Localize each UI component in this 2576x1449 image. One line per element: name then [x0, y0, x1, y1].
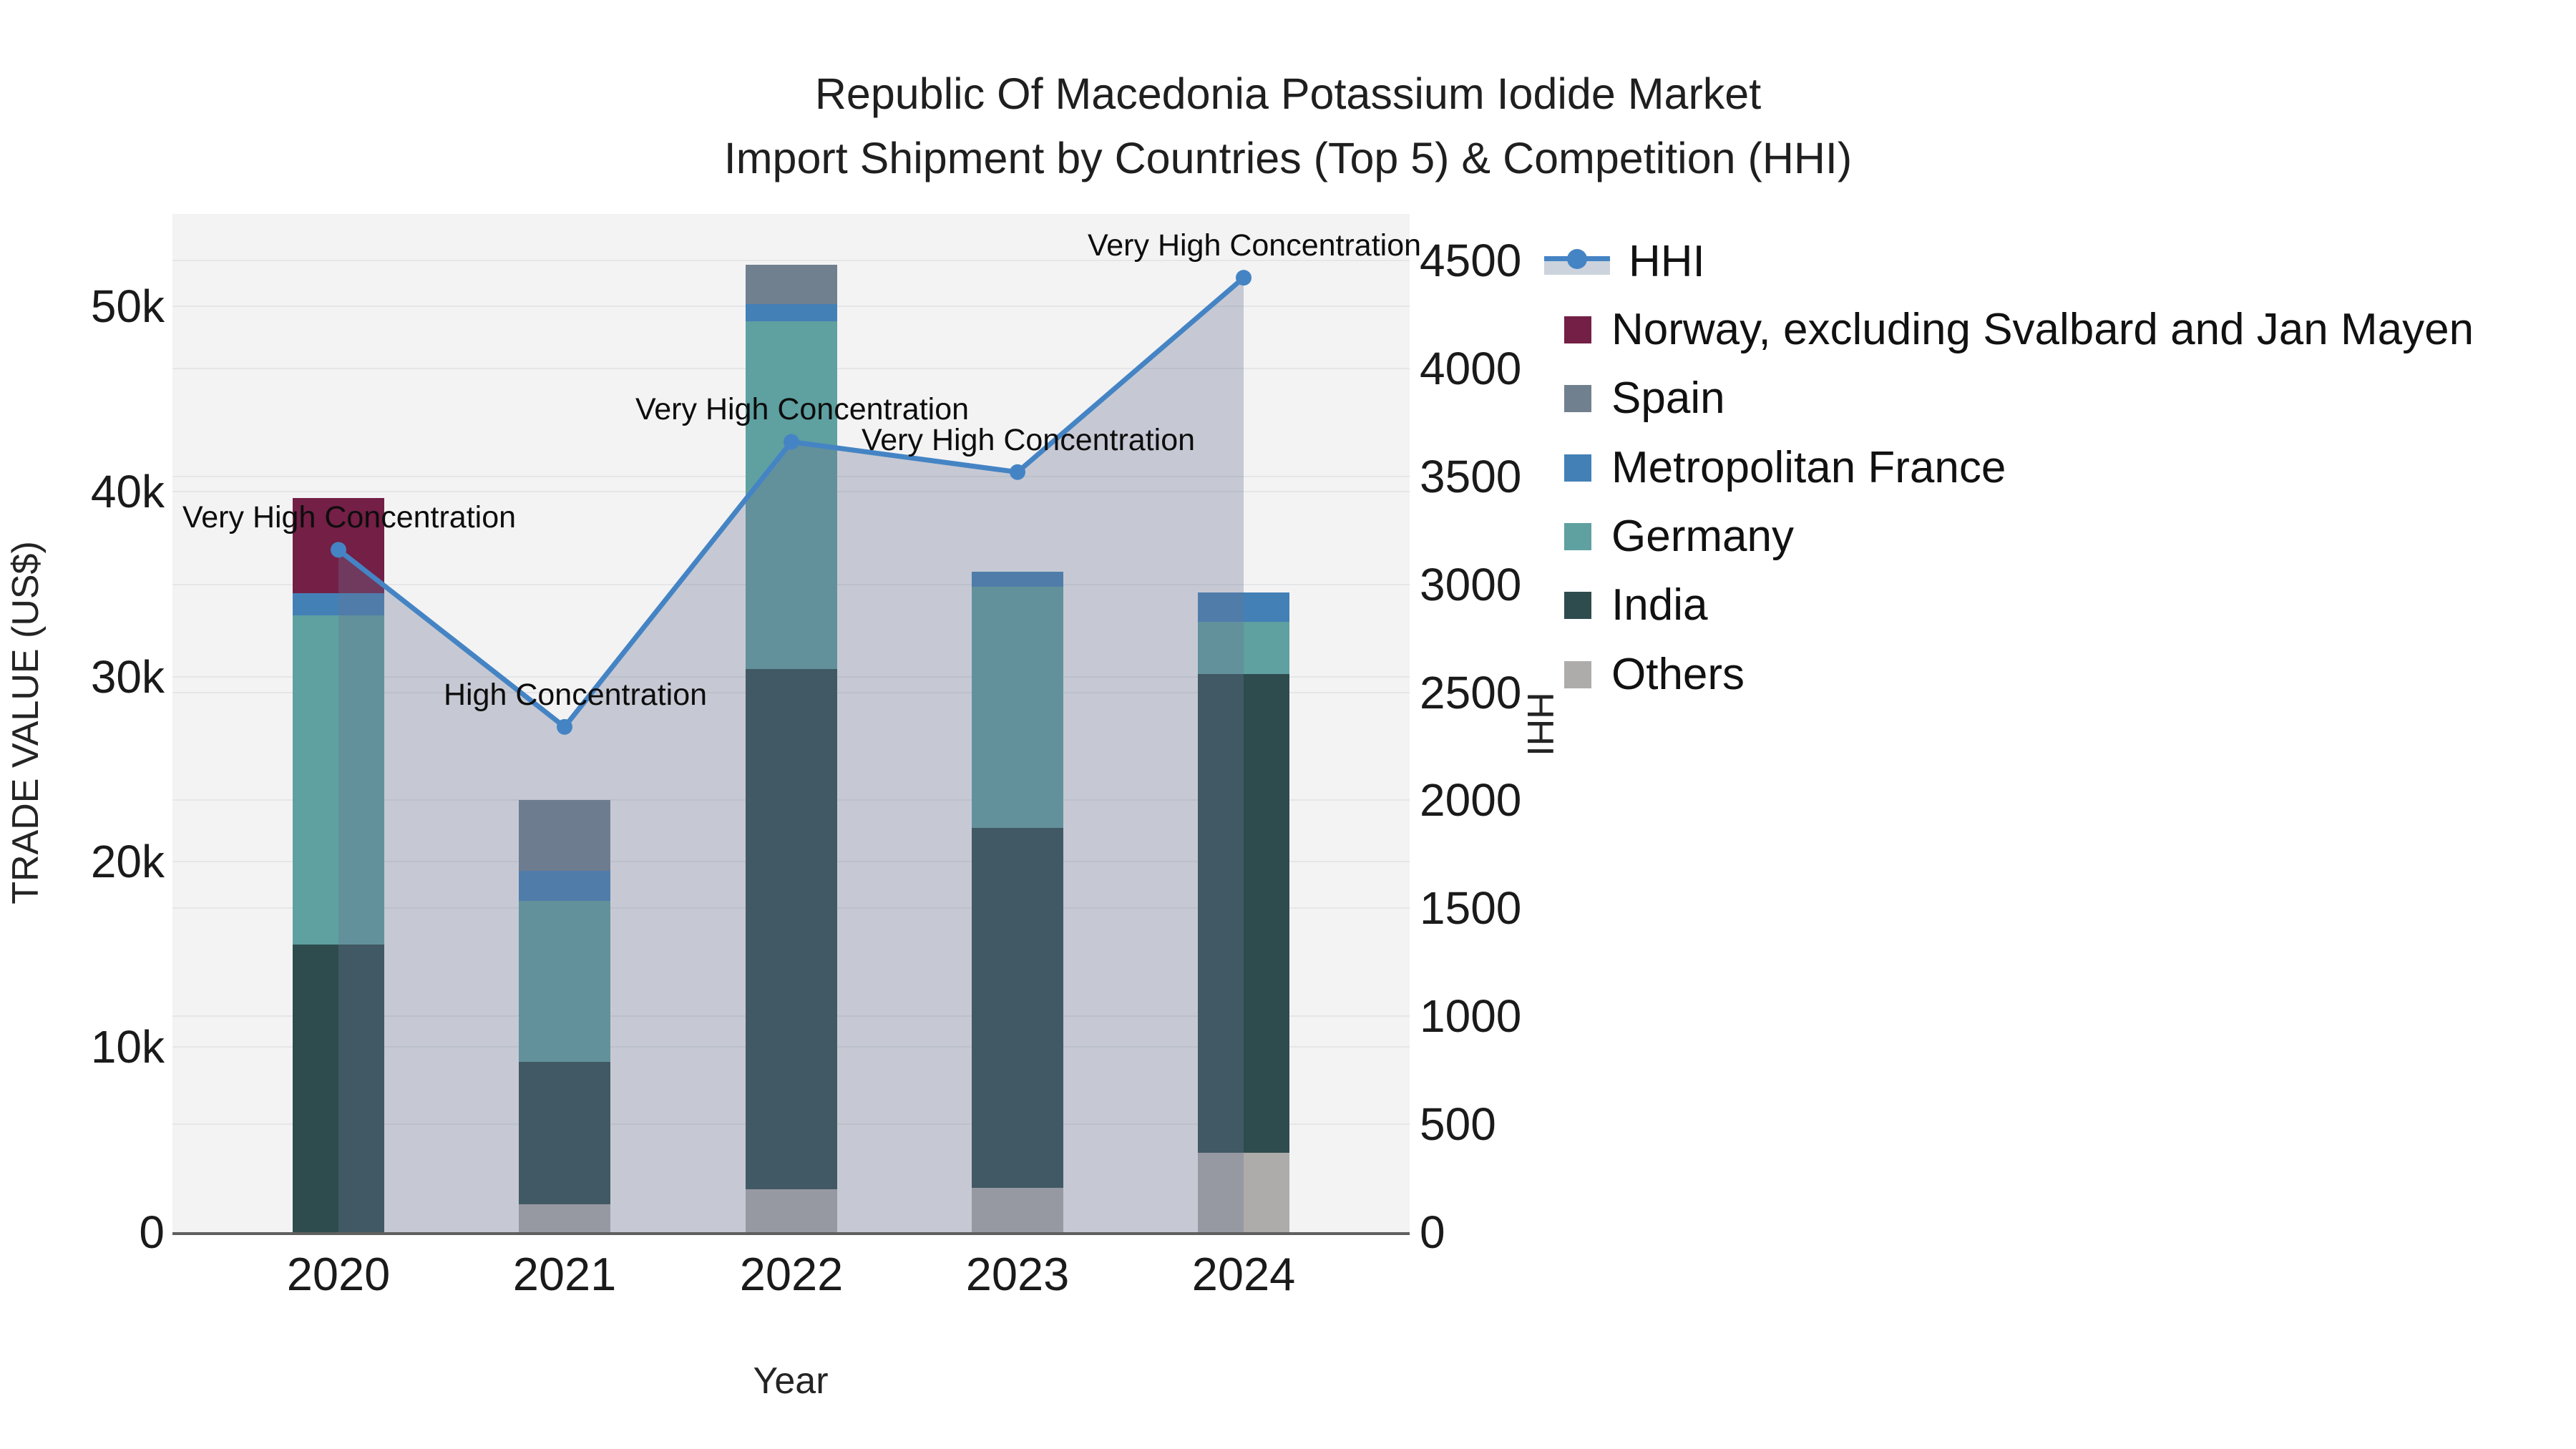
bar-segment-2020-india[interactable]	[293, 944, 384, 1232]
legend-label: Norway, excluding Svalbard and Jan Mayen	[1611, 305, 2474, 354]
y-left-tick-20k: 20k	[90, 836, 165, 888]
legend-item-india[interactable]: India	[1544, 580, 1708, 630]
legend-item-germany[interactable]: Germany	[1544, 512, 1794, 561]
y-left-tick-40k: 40k	[90, 465, 165, 517]
bar-segment-2022-others[interactable]	[746, 1189, 837, 1232]
legend-swatch-icon	[1564, 316, 1591, 343]
x-tick-2021: 2021	[512, 1248, 617, 1300]
legend-label: Spain	[1611, 374, 1725, 423]
bar-segment-2021-others[interactable]	[519, 1204, 610, 1232]
y-left-axis-title: TRADE VALUE (US$)	[5, 541, 47, 904]
hhi-area-fill	[338, 278, 1244, 1232]
legend-label: India	[1611, 580, 1708, 630]
bar-segment-2021-spain[interactable]	[519, 799, 610, 872]
y-right-tick-2500: 2500	[1420, 666, 1522, 718]
y-right-tick-1000: 1000	[1420, 990, 1522, 1043]
annotation-2021: High Concentration	[443, 677, 708, 712]
legend-item-hhi[interactable]: HHI	[1544, 237, 1705, 286]
hhi-marker-2024[interactable]	[1236, 270, 1252, 286]
bar-segment-2024-india[interactable]	[1198, 673, 1289, 1153]
bar-segment-2020-germany[interactable]	[293, 615, 384, 945]
y-right-tick-3000: 3000	[1420, 558, 1522, 610]
y-right-tick-1500: 1500	[1420, 882, 1522, 935]
bar-segment-2023-others[interactable]	[972, 1187, 1063, 1232]
y-right-tick-3500: 3500	[1420, 450, 1522, 502]
bar-segment-2023-germany[interactable]	[972, 587, 1063, 828]
bar-segment-2021-india[interactable]	[519, 1061, 610, 1205]
x-tick-2023: 2023	[965, 1248, 1070, 1300]
annotation-2024: Very High Concentration	[1087, 228, 1422, 263]
bar-segment-2023-india[interactable]	[972, 827, 1063, 1188]
y-right-tick-4500: 4500	[1420, 235, 1522, 286]
bar-segment-2024-metropolitan-france[interactable]	[1198, 592, 1289, 623]
legend-item-others[interactable]: Others	[1544, 650, 1745, 699]
x-tick-2022: 2022	[739, 1248, 844, 1300]
y-right-tick-2000: 2000	[1420, 774, 1522, 826]
legend-item-norway[interactable]: Norway, excluding Svalbard and Jan Mayen	[1544, 305, 2474, 354]
y-right-tick-0: 0	[1420, 1206, 1445, 1258]
bar-segment-2023-metropolitan-france[interactable]	[972, 572, 1063, 587]
y-left-tick-30k: 30k	[90, 650, 165, 703]
bar-segment-2022-india[interactable]	[746, 669, 837, 1190]
bar-segment-2022-metropolitan-france[interactable]	[746, 304, 837, 321]
hhi-line-layer	[331, 270, 1252, 1232]
legend-item-metropolitan-france[interactable]: Metropolitan France	[1544, 443, 2006, 492]
hhi-marker-2023[interactable]	[1010, 464, 1025, 480]
legend-label: Germany	[1611, 512, 1794, 561]
x-axis-line	[172, 1232, 1410, 1235]
y-left-tick-0: 0	[139, 1206, 165, 1258]
bar-segment-2021-germany[interactable]	[519, 900, 610, 1062]
bar-segment-2024-others[interactable]	[1198, 1152, 1289, 1232]
x-tick-2024: 2024	[1191, 1248, 1296, 1300]
y-left-tick-50k: 50k	[90, 280, 165, 332]
annotation-2022: Very High Concentration	[635, 392, 970, 427]
bar-segment-2024-germany[interactable]	[1198, 622, 1289, 674]
hhi-line-sample-icon	[1544, 248, 1610, 276]
legend-label: HHI	[1629, 237, 1705, 286]
chart-title-line2: Import Shipment by Countries (Top 5) & C…	[723, 134, 1853, 182]
legend-swatch-icon	[1564, 385, 1591, 412]
chart-title-line1: Republic Of Macedonia Potassium Iodide M…	[814, 69, 1762, 118]
bar-segment-2022-spain[interactable]	[746, 264, 837, 305]
x-tick-2020: 2020	[286, 1248, 391, 1300]
bar-segment-2020-metropolitan-france[interactable]	[293, 593, 384, 616]
legend-swatch-icon	[1564, 592, 1591, 619]
annotation-2020: Very High Concentration	[182, 500, 517, 535]
legend-label: Metropolitan France	[1611, 443, 2006, 492]
annotation-2023: Very High Concentration	[861, 422, 1196, 457]
bar-segment-2021-metropolitan-france[interactable]	[519, 871, 610, 901]
legend-swatch-icon	[1564, 454, 1591, 482]
y-left-tick-10k: 10k	[90, 1021, 165, 1073]
legend-swatch-icon	[1564, 523, 1591, 550]
y-right-tick-4000: 4000	[1420, 342, 1522, 394]
y-right-axis-title: HHI	[1519, 692, 1561, 756]
y-right-tick-500: 500	[1420, 1098, 1496, 1151]
hhi-marker-2020[interactable]	[331, 542, 346, 558]
hhi-marker-2021[interactable]	[557, 718, 572, 735]
x-axis-title: Year	[753, 1360, 829, 1402]
bar-segment-2022-germany[interactable]	[746, 321, 837, 670]
legend-label: Others	[1611, 650, 1745, 699]
gridline-right-4500	[172, 260, 1410, 261]
legend-swatch-icon	[1564, 661, 1591, 688]
plot-area	[172, 214, 1410, 1232]
hhi-marker-2022[interactable]	[784, 434, 799, 450]
legend-item-spain[interactable]: Spain	[1544, 374, 1725, 423]
